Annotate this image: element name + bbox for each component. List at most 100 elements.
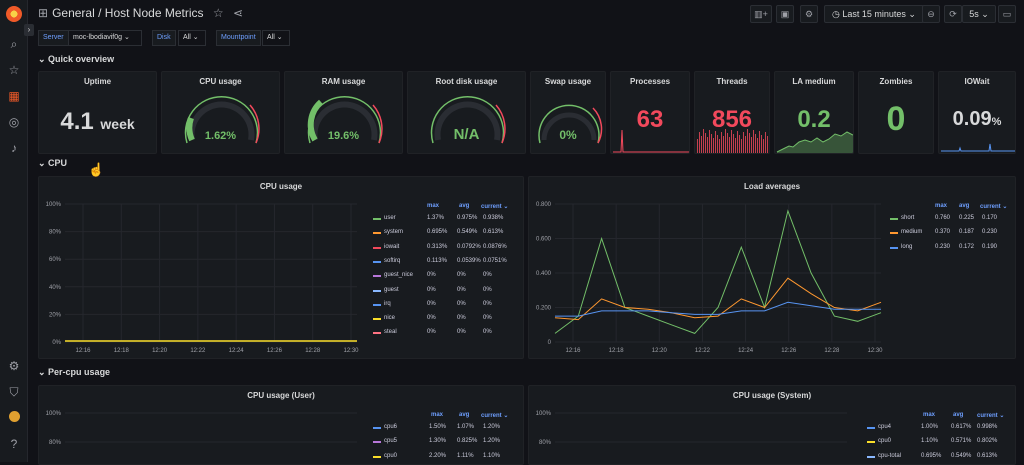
legend-header-max[interactable]: max: [923, 412, 936, 418]
legend-header-max[interactable]: max: [427, 203, 440, 209]
variable-select-mountpoint[interactable]: All ⌄: [262, 30, 290, 46]
load-averages-panel[interactable]: Load averages 0.800 0.600 0.400 0.200 0 12:16…: [528, 176, 1016, 359]
page-title[interactable]: Host Node Metrics: [104, 6, 204, 20]
legend-header-avg[interactable]: avg: [459, 203, 470, 209]
root-disk-gauge: [430, 96, 506, 144]
processes-value: 63: [636, 106, 664, 133]
legend-max: 0%: [427, 315, 436, 322]
cpu-legend-item[interactable]: guest 0% 0% 0%: [369, 287, 523, 297]
star-icon[interactable]: ☆: [212, 6, 224, 20]
add-panel-icon[interactable]: ▥+: [750, 5, 772, 23]
star-icon[interactable]: ☆: [8, 63, 20, 77]
load-legend-item[interactable]: long 0.230 0.172 0.190: [886, 244, 1015, 254]
y-tick-label: 100%: [46, 411, 62, 417]
legend-header-avg[interactable]: avg: [959, 203, 970, 209]
iowait-value: 0.09%: [939, 108, 1015, 131]
zoom-out-icon[interactable]: ⊖: [922, 5, 940, 23]
cpu-legend-item[interactable]: guest_nice 0% 0% 0%: [369, 272, 523, 282]
help-icon[interactable]: ?: [10, 437, 18, 451]
uptime-panel[interactable]: Uptime 4.1 week: [38, 71, 157, 154]
legend-header-current[interactable]: current ⌄: [481, 413, 509, 419]
cpu-gauge-panel[interactable]: CPU usage 1.62%: [161, 71, 280, 154]
cpu-user-legend: max avg current ⌄ cpu6 1.50% 1.07% 1.20% cpu…: [369, 412, 523, 464]
legend-header-current[interactable]: current ⌄: [481, 204, 509, 210]
cpu-legend-item[interactable]: steal 0% 0% 0%: [369, 329, 523, 339]
iowait-number: 0.09: [952, 108, 992, 130]
explore-icon[interactable]: ◎: [8, 115, 20, 129]
root-disk-gauge-panel[interactable]: Root disk usage N/A: [407, 71, 526, 154]
legend-name: cpu0: [878, 438, 892, 445]
legend-header-current[interactable]: current ⌄: [977, 413, 1005, 419]
bell-icon[interactable]: ♪: [11, 141, 17, 155]
x-tick-label: 12:28: [824, 348, 840, 354]
series-swatch: [890, 218, 898, 220]
refresh-interval-select[interactable]: 5s ⌄: [962, 5, 996, 23]
grafana-logo-icon[interactable]: [6, 6, 22, 22]
save-icon[interactable]: ▣: [776, 5, 794, 23]
la-medium-panel[interactable]: LA medium 0.2: [774, 71, 854, 154]
row-quick-overview[interactable]: ⌄ Quick overview: [38, 54, 115, 64]
expand-sidebar-button[interactable]: ›: [24, 24, 34, 36]
cpu-user-legend-item[interactable]: cpu5 1.30% 0.825% 1.20%: [369, 438, 523, 448]
search-icon[interactable]: ⌕: [10, 37, 18, 51]
legend-max: 0.695%: [921, 452, 942, 459]
cpu-user-legend-item[interactable]: cpu0 2.20% 1.11% 1.10%: [369, 453, 523, 463]
legend-header-avg[interactable]: avg: [953, 412, 964, 418]
legend-current: 0.938%: [483, 215, 504, 221]
legend-name: user: [384, 215, 396, 221]
row-per-cpu-usage[interactable]: ⌄ Per-cpu usage: [38, 367, 111, 377]
load-legend-item[interactable]: medium 0.370 0.187 0.230: [886, 229, 1015, 239]
legend-header-avg[interactable]: avg: [459, 412, 470, 418]
cpu-system-legend-item[interactable]: cpu-total 0.695% 0.549% 0.613%: [863, 452, 1015, 463]
legend-header-current[interactable]: current ⌄: [980, 204, 1008, 210]
cpu-usage-panel[interactable]: CPU usage 100% 80% 60% 40% 20% 0% 12:16 12:18 12…: [38, 176, 524, 359]
cpu-system-legend-item[interactable]: cpu4 1.00% 0.617% 0.998%: [863, 424, 1015, 434]
legend-current: 1.20%: [483, 424, 501, 430]
gear-icon[interactable]: ⚙: [800, 5, 818, 23]
cpu-system-panel[interactable]: CPU usage (System) 100% 80% max avg curre…: [528, 385, 1016, 465]
cpu-legend-item[interactable]: softirq 0.113% 0.0539% 0.0751%: [369, 258, 523, 268]
ram-gauge-panel[interactable]: RAM usage 19.6%: [284, 71, 403, 154]
share-icon[interactable]: ⋖: [232, 6, 244, 20]
processes-panel[interactable]: Processes 63: [610, 71, 690, 154]
gear-icon[interactable]: ⚙: [8, 359, 20, 373]
threads-panel[interactable]: Threads 856: [694, 71, 770, 154]
swap-gauge-title: Swap usage: [544, 77, 592, 86]
legend-header-max[interactable]: max: [935, 203, 948, 209]
cpu-legend-item[interactable]: user 1.37% 0.975% 0.938%: [369, 215, 523, 225]
cpu-user-title: CPU usage (User): [247, 391, 315, 400]
legend-header-max[interactable]: max: [431, 412, 444, 418]
row-cpu[interactable]: ⌄ CPU: [38, 158, 68, 168]
cpu-legend-item[interactable]: irq 0% 0% 0%: [369, 300, 523, 311]
avatar[interactable]: [6, 410, 22, 426]
refresh-icon[interactable]: ⟳: [944, 5, 962, 23]
threads-title: Threads: [716, 77, 748, 86]
cpu-legend-item[interactable]: system 0.695% 0.549% 0.613%: [369, 229, 523, 239]
cpu-legend-item[interactable]: nice 0% 0% 0%: [369, 315, 523, 325]
time-picker-button[interactable]: ◷ Last 15 minutes ⌄: [824, 5, 924, 23]
cpu-user-panel[interactable]: CPU usage (User) 100% 80% max avg current…: [38, 385, 524, 465]
iowait-panel[interactable]: IOWait 0.09%: [938, 71, 1016, 154]
series-swatch: [373, 246, 381, 249]
swap-gauge-panel[interactable]: Swap usage 0%: [530, 71, 606, 154]
tv-mode-icon[interactable]: ▭: [998, 5, 1016, 23]
zombies-panel[interactable]: Zombies 0: [858, 71, 934, 154]
variable-select-disk[interactable]: All ⌄: [178, 30, 206, 46]
load-series-short: [554, 209, 882, 334]
legend-header: max avg current ⌄: [369, 203, 523, 213]
legend-avg: 0.571%: [951, 438, 972, 445]
breadcrumb-folder[interactable]: General: [52, 6, 95, 20]
cpu-system-legend-item[interactable]: cpu0 1.10% 0.571% 0.802%: [863, 438, 1015, 448]
dashboards-icon[interactable]: ▦: [8, 89, 20, 103]
shield-icon[interactable]: ⛉: [9, 385, 19, 399]
iowait-title: IOWait: [964, 77, 990, 86]
cpu-legend-item[interactable]: iowait 0.313% 0.0792% 0.0876%: [369, 244, 523, 254]
variable-select-server[interactable]: moc-lbodiavif0g ⌄: [68, 30, 142, 46]
series-swatch: [373, 427, 381, 429]
cpu-user-legend-item[interactable]: cpu6 1.50% 1.07% 1.20%: [369, 424, 523, 434]
processes-sparkline: [613, 129, 689, 153]
cpu-system-chart: 100% 80%: [536, 411, 847, 446]
legend-current: 0%: [483, 300, 492, 307]
load-legend-item[interactable]: short 0.760 0.225 0.170: [886, 215, 1015, 225]
legend-max: 1.30%: [429, 438, 447, 445]
